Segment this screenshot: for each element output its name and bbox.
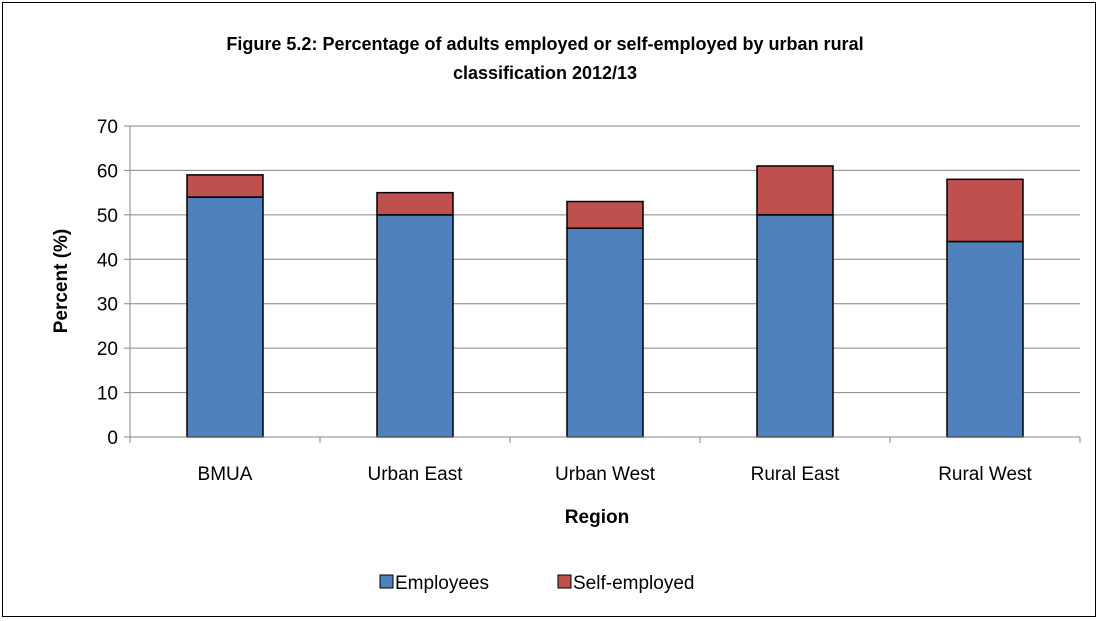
bar-self-employed-urban-west	[566, 200, 644, 229]
chart-title: Figure 5.2: Percentage of adults employe…	[226, 34, 863, 83]
y-tick-label: 20	[97, 339, 118, 360]
legend-swatch-employees	[379, 574, 394, 589]
bar-self-employed-rural-west	[946, 178, 1024, 243]
chart-title-line-1: Figure 5.2: Percentage of adults employe…	[226, 34, 863, 54]
legend-swatch-self-employed	[557, 574, 572, 589]
y-tick-label: 0	[107, 428, 118, 449]
legend-label: Employees	[395, 573, 489, 594]
legend: Employees Self-employed	[379, 573, 694, 594]
y-tick-label: 70	[97, 117, 118, 138]
bar-employees-rural-west	[946, 240, 1024, 438]
x-tick-label: BMUA	[198, 464, 253, 485]
bar-self-employed-bmua	[186, 174, 264, 198]
axes	[124, 125, 1081, 443]
bar-employees-bmua	[186, 196, 264, 438]
bar-self-employed-rural-east	[756, 165, 834, 216]
y-tick-label: 10	[97, 384, 118, 405]
bars	[186, 165, 1024, 438]
y-tick-label: 40	[97, 250, 118, 271]
legend-label: Self-employed	[573, 573, 694, 594]
y-tick-label: 60	[97, 161, 118, 182]
x-tick-label: Urban East	[367, 464, 463, 485]
x-tick-label: Urban West	[555, 464, 656, 485]
chart-title-line-2: classification 2012/13	[453, 63, 637, 83]
bar-self-employed-urban-east	[376, 191, 454, 216]
x-tick-label: Rural East	[751, 464, 840, 485]
y-tick-label: 30	[97, 295, 118, 316]
bar-employees-urban-west	[566, 227, 644, 438]
y-axis-title: Percent (%)	[51, 229, 72, 334]
x-axis-title: Region	[565, 507, 629, 528]
bar-employees-rural-east	[756, 214, 834, 438]
bar-employees-urban-east	[376, 214, 454, 438]
x-tick-labels: BMUA Urban East Urban West Rural East Rural …	[198, 464, 1033, 485]
x-tick-label: Rural West	[938, 464, 1032, 485]
y-tick-labels: 0 10 20 30 40 50 60 70	[97, 117, 118, 449]
y-tick-label: 50	[97, 206, 118, 227]
